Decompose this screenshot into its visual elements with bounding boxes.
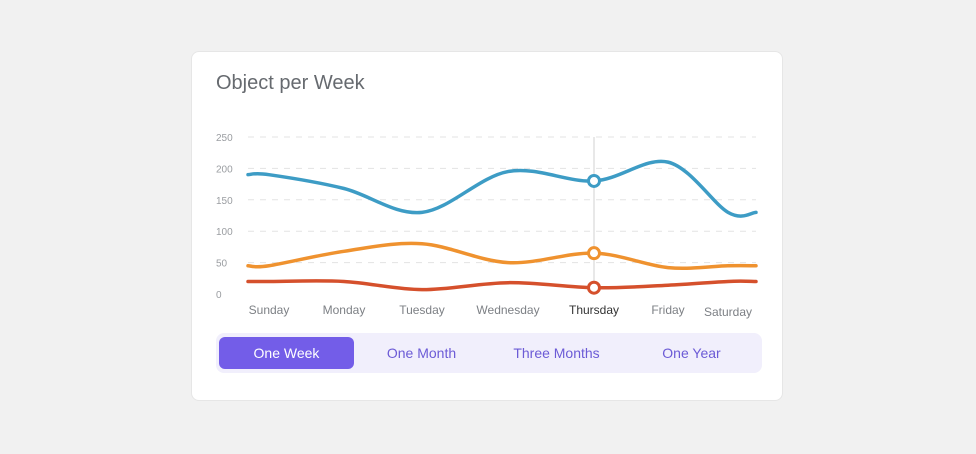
y-tick-label: 250 <box>216 133 233 144</box>
y-tick-label: 200 <box>216 164 233 175</box>
x-tick-label-friday: Friday <box>651 303 684 317</box>
series-line-2 <box>246 279 758 292</box>
highlight-marker-s2[interactable] <box>587 280 601 295</box>
tab-one-month[interactable]: One Month <box>354 337 489 369</box>
y-tick-label: 150 <box>216 196 233 207</box>
x-tick-label-thursday: Thursday <box>569 303 619 317</box>
x-tick-label-wednesday: Wednesday <box>476 303 539 317</box>
chart-card: Object per Week 0 50 100 150 200 250 Sunday Mo… <box>191 51 783 401</box>
x-tick-label-tuesday: Tuesday <box>399 303 445 317</box>
x-tick-label-monday: Monday <box>323 303 366 317</box>
line-chart: 0 50 100 150 200 250 Sunday Monday Tuesday Wedne… <box>216 133 758 319</box>
highlight-marker-s1[interactable] <box>587 246 601 261</box>
y-tick-label: 100 <box>216 227 233 238</box>
highlight-marker-s0[interactable] <box>587 173 601 188</box>
x-tick-label-sunday: Sunday <box>249 303 290 317</box>
tab-one-year[interactable]: One Year <box>624 337 759 369</box>
period-tabs: One Week One Month Three Months One Year <box>216 333 762 373</box>
y-tick-label: 50 <box>216 259 228 270</box>
x-tick-label-saturday: Saturday <box>704 305 752 319</box>
tab-one-week[interactable]: One Week <box>219 337 354 369</box>
tab-three-months[interactable]: Three Months <box>489 337 624 369</box>
series-line-1 <box>246 241 758 271</box>
series-line-0 <box>246 159 758 218</box>
y-tick-label: 0 <box>216 290 222 301</box>
chart-title: Object per Week <box>216 72 365 94</box>
